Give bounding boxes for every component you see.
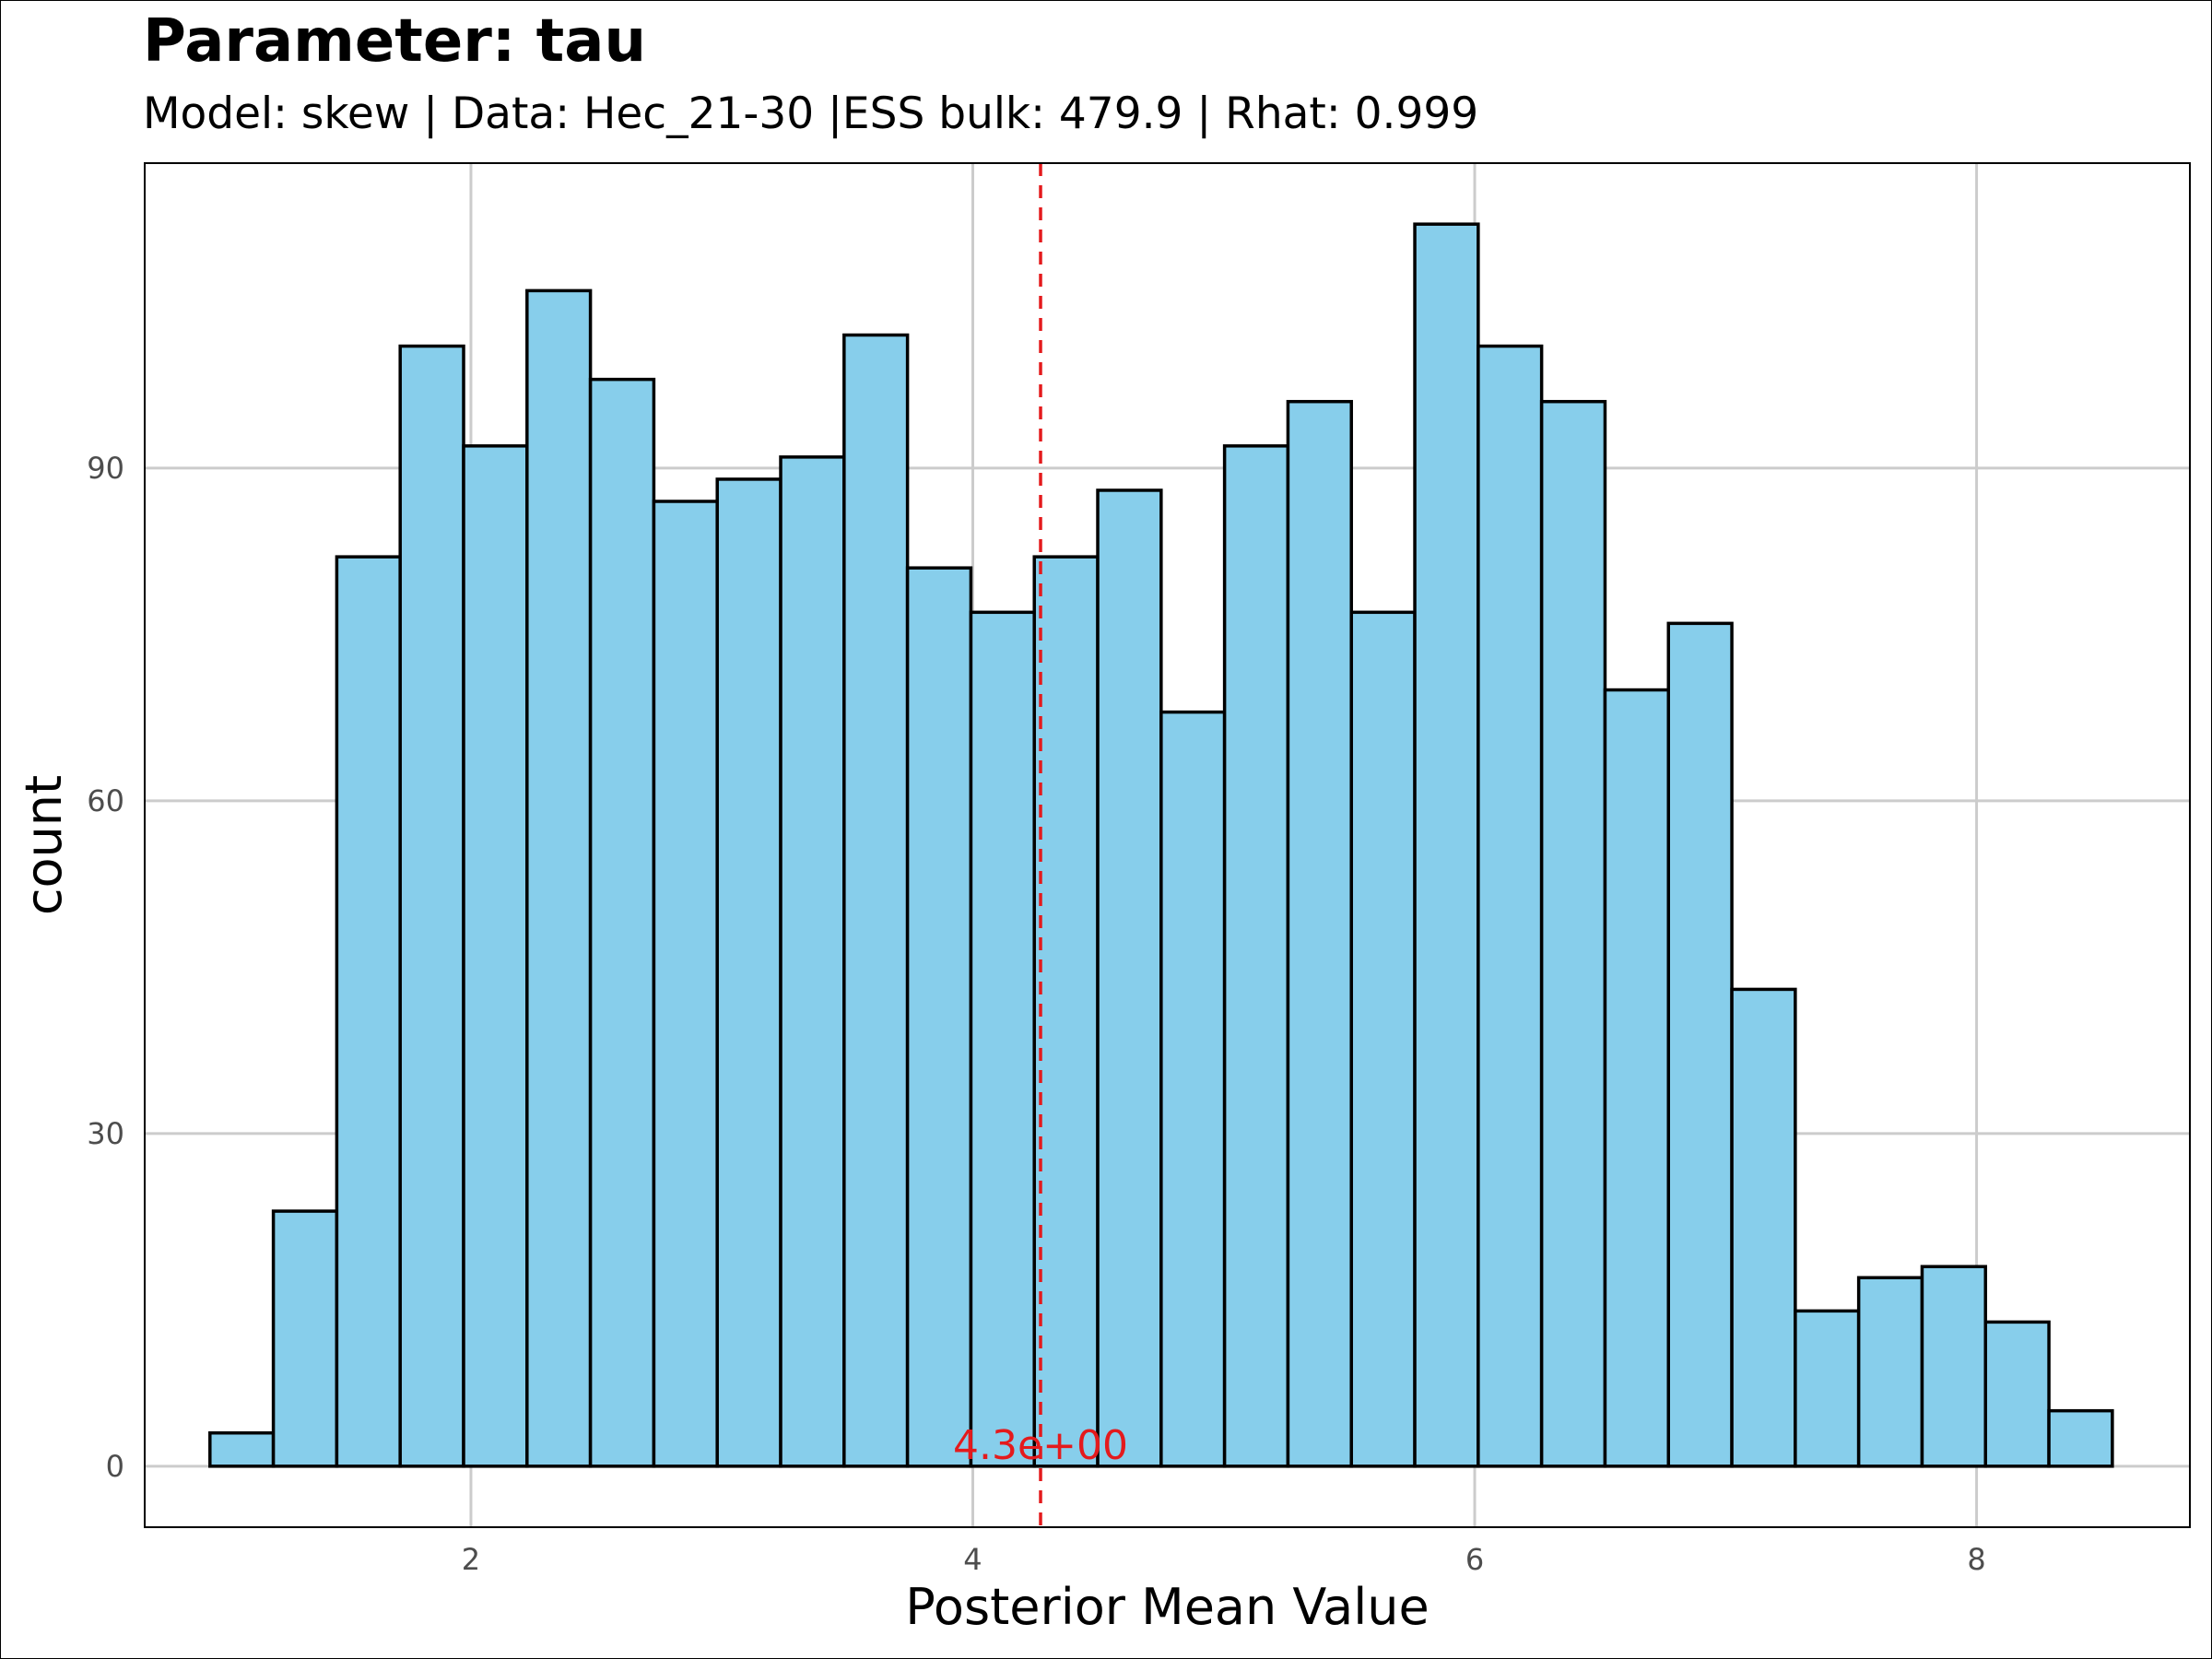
histogram-bar xyxy=(1603,688,1671,1468)
histogram-bar xyxy=(1794,1309,1861,1468)
histogram-bar xyxy=(1920,1265,1988,1468)
x-axis-ticks: 2 4 6 8 xyxy=(462,1542,1986,1577)
y-axis-ticks: 0 30 60 90 xyxy=(87,451,124,1484)
histogram-bar xyxy=(398,344,465,1468)
histogram-bar xyxy=(779,455,846,1468)
histogram-bar xyxy=(1096,488,1163,1468)
histogram-bar xyxy=(1222,444,1290,1468)
histogram-bar xyxy=(1032,555,1100,1468)
y-tick-label: 0 xyxy=(106,1449,124,1484)
histogram-bar xyxy=(1983,1320,2051,1468)
histogram-bar xyxy=(588,377,656,1468)
histogram-bar xyxy=(1730,987,1797,1468)
reference-line-group: 4.3e+00 xyxy=(953,163,1128,1527)
histogram-bar xyxy=(1413,222,1480,1468)
x-tick-label: 6 xyxy=(1465,1542,1484,1577)
histogram-bar xyxy=(2047,1408,2114,1468)
mean-reference-label: 4.3e+00 xyxy=(953,1422,1128,1469)
chart-title: Parameter: tau xyxy=(143,7,646,76)
x-tick-label: 8 xyxy=(1967,1542,1985,1577)
x-tick-label: 2 xyxy=(462,1542,480,1577)
histogram-bar xyxy=(1477,344,1544,1468)
histogram-bar xyxy=(1286,399,1353,1468)
chart-subtitle: Model: skew | Data: Hec_21-30 |ESS bulk:… xyxy=(143,88,1479,139)
x-axis-title: Posterior Mean Value xyxy=(905,1578,1429,1636)
histogram-bar xyxy=(462,444,529,1468)
y-tick-label: 90 xyxy=(87,451,124,486)
y-tick-label: 30 xyxy=(87,1116,124,1151)
histogram-bar xyxy=(1666,621,1734,1468)
histogram-bar xyxy=(842,333,910,1468)
y-axis-title: count xyxy=(15,775,73,915)
histogram-bar xyxy=(1856,1276,1924,1468)
histogram-bar xyxy=(652,500,719,1468)
histogram-bar xyxy=(525,288,593,1468)
y-tick-label: 60 xyxy=(87,783,124,818)
histogram-bar xyxy=(969,610,1036,1468)
histogram-bar xyxy=(715,477,782,1468)
histogram-bar xyxy=(208,1430,276,1468)
histogram-bar xyxy=(271,1209,339,1468)
histogram-bars xyxy=(208,222,2114,1468)
histogram-bar xyxy=(1349,610,1417,1468)
x-tick-label: 4 xyxy=(963,1542,982,1577)
histogram-bar xyxy=(1539,399,1607,1468)
histogram-bar xyxy=(335,555,402,1468)
plot-panel-border xyxy=(144,162,2191,1528)
histogram-bar xyxy=(1159,710,1227,1468)
histogram-bar xyxy=(905,566,973,1468)
